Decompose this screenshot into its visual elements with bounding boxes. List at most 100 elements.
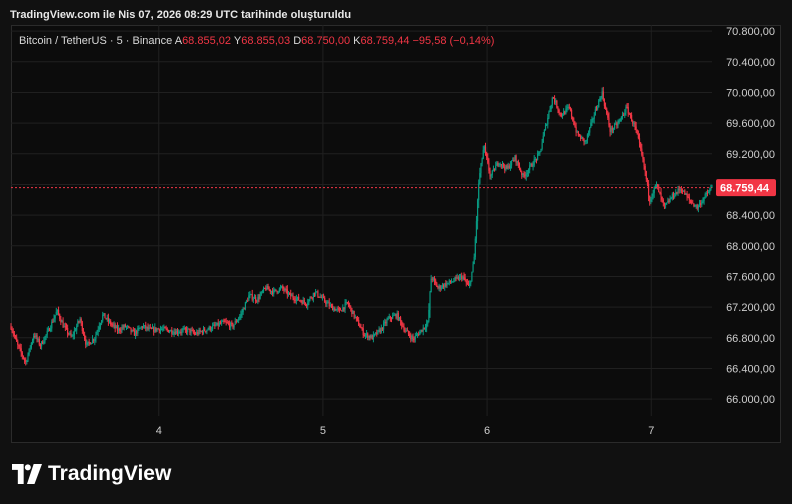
time-axis[interactable]: 4 5 6 7 xyxy=(156,425,655,437)
candle-body xyxy=(496,162,498,166)
candle-body xyxy=(35,335,37,337)
candle-body xyxy=(113,324,115,326)
candle-body xyxy=(523,173,525,176)
candle-body xyxy=(30,342,32,348)
candle-body xyxy=(329,305,331,307)
candle-body xyxy=(378,329,380,331)
candle-body xyxy=(286,289,288,295)
candle-body xyxy=(236,320,239,323)
candle-body xyxy=(139,327,141,329)
candle-body xyxy=(660,192,662,197)
candle-body xyxy=(612,128,615,131)
candle-body xyxy=(10,326,12,329)
candle-body xyxy=(558,110,560,113)
candle-body xyxy=(706,192,709,194)
x-tick-label: 6 xyxy=(484,425,490,437)
candle-body xyxy=(84,334,86,340)
candle-body xyxy=(394,314,396,316)
candle-body xyxy=(637,134,639,139)
grid-lines xyxy=(11,25,712,416)
candle-body xyxy=(559,112,561,114)
candle-body xyxy=(332,305,334,311)
candle-body xyxy=(344,303,346,310)
candle-body xyxy=(700,203,702,206)
candle-body xyxy=(244,302,247,310)
chart-panel[interactable] xyxy=(11,25,781,443)
candle-body xyxy=(664,204,667,206)
candle-body xyxy=(23,358,26,361)
candle-body xyxy=(171,330,173,334)
candle-body xyxy=(231,322,233,324)
candle-body xyxy=(215,325,217,327)
candle-body xyxy=(13,333,15,336)
candle-body xyxy=(269,289,271,292)
candle-body xyxy=(396,312,398,318)
candle-body xyxy=(130,327,132,332)
candle-body xyxy=(582,137,584,139)
candle-body xyxy=(38,338,40,345)
candle-body xyxy=(644,166,646,172)
candle-body xyxy=(264,288,266,290)
candle-body xyxy=(133,330,136,336)
candle-body xyxy=(390,318,393,320)
candle-body xyxy=(479,173,481,184)
candle-body xyxy=(649,195,651,202)
price-axis[interactable]: 70.800,00 70.400,00 70.000,00 69.600,00 69.2… xyxy=(726,26,775,406)
candle-body xyxy=(249,294,251,296)
candle-body xyxy=(419,331,421,336)
candle-body xyxy=(248,295,250,301)
candle-body xyxy=(438,285,440,288)
candle-body xyxy=(686,193,688,197)
candle-body xyxy=(71,335,73,337)
candle-body xyxy=(147,326,149,329)
candle-body xyxy=(26,360,28,362)
candle-body xyxy=(179,332,181,334)
candle-body xyxy=(466,282,468,285)
candle-body xyxy=(514,155,516,161)
candle-body xyxy=(652,193,654,197)
candle-body xyxy=(322,296,325,298)
candle-body xyxy=(600,97,602,99)
candle-body xyxy=(493,168,496,171)
candle-body xyxy=(414,335,416,340)
candle-body xyxy=(553,98,556,103)
candle-body xyxy=(492,168,495,171)
candle-body xyxy=(529,165,531,170)
candle-body xyxy=(645,171,647,180)
candle-body xyxy=(74,330,77,332)
candle-body xyxy=(217,322,219,326)
candle-body xyxy=(456,277,458,279)
candle-body xyxy=(310,297,312,299)
candle-body xyxy=(349,305,351,307)
candle-body xyxy=(399,317,402,322)
candle-body xyxy=(369,336,371,339)
y-tick-label: 70.800,00 xyxy=(726,26,775,38)
candle-body xyxy=(102,314,104,321)
candle-body xyxy=(110,320,112,325)
candle-body xyxy=(259,294,261,299)
candle-body xyxy=(172,333,174,335)
candle-body xyxy=(226,322,228,324)
candle-body xyxy=(406,330,408,332)
candle-body xyxy=(627,106,629,114)
candle-body xyxy=(687,196,689,198)
candle-body xyxy=(157,328,159,330)
candle-body xyxy=(219,323,222,325)
candle-body xyxy=(708,192,710,194)
candle-body xyxy=(158,328,160,332)
candle-body xyxy=(705,192,707,195)
candle-body xyxy=(364,334,367,336)
candle-body xyxy=(654,185,656,188)
candle-body xyxy=(111,324,113,326)
candle-body xyxy=(145,325,147,329)
candle-body xyxy=(646,179,649,184)
candle-body xyxy=(506,165,508,169)
candle-body xyxy=(431,278,433,280)
candle-body xyxy=(181,329,183,333)
candle-body xyxy=(518,165,521,170)
candle-body xyxy=(337,308,339,310)
candle-body xyxy=(475,221,478,239)
tradingview-logo[interactable]: TradingView xyxy=(12,462,171,486)
candle-body xyxy=(148,327,150,329)
